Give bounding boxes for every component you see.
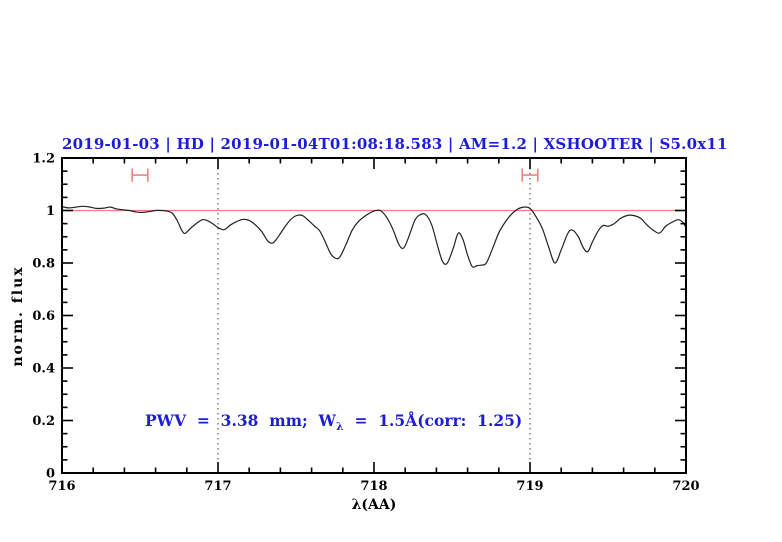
x-tick-label-718: 718 — [360, 479, 387, 494]
plot-title: 2019-01-03 | HD | 2019-01-04T01:08:18.58… — [62, 135, 728, 153]
x-tick-label-717: 717 — [204, 479, 231, 494]
x-tick-label-719: 719 — [516, 479, 543, 494]
telluric-spectrum-line — [61, 205, 687, 268]
x-axis-label: λ(AA) — [351, 497, 397, 513]
bandpass-marker-716.5 — [131, 168, 149, 182]
y-tick-label-0.2: 0.2 — [32, 414, 55, 429]
y-tick-label-1.2: 1.2 — [32, 152, 55, 167]
bandpass-marker-719 — [521, 168, 539, 182]
x-tick-label-720: 720 — [672, 479, 699, 494]
tick-labels: 716 717 718 719 720 0 0.2 0.4 0.6 0.8 1 1.2 — [32, 152, 699, 495]
y-tick-label-0: 0 — [46, 467, 55, 482]
pwv-annotation: PWV = 3.38 mm; Wλ = 1.5Å(corr: 1.25) — [145, 411, 522, 433]
pwv-annotation-pre: PWV = 3.38 mm; W — [145, 411, 336, 430]
bandpass-markers — [131, 168, 539, 182]
y-tick-label-0.4: 0.4 — [32, 362, 55, 377]
x-tick-label-716: 716 — [48, 479, 75, 494]
pwv-annotation-lambda-subscript: λ — [335, 420, 344, 433]
y-tick-label-1: 1 — [46, 204, 55, 219]
y-tick-label-0.6: 0.6 — [32, 309, 55, 324]
y-tick-label-0.8: 0.8 — [32, 257, 55, 272]
y-axis-label: norm. flux — [10, 265, 26, 367]
plot-frame — [61, 157, 687, 474]
pwv-annotation-post: = 1.5Å(corr: 1.25) — [343, 411, 523, 430]
